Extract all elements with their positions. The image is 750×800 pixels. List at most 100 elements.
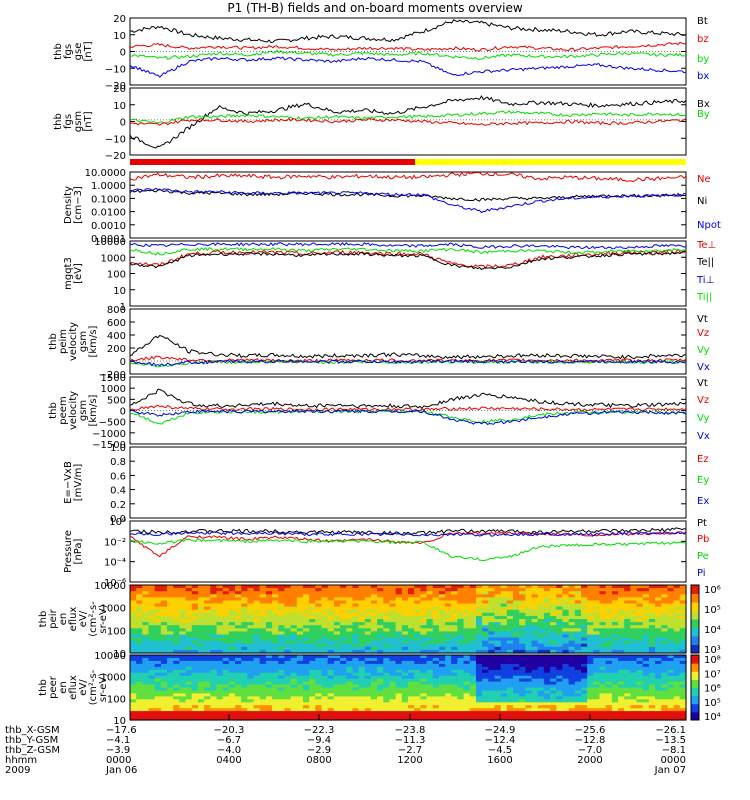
legend-vy: Vy bbox=[697, 345, 710, 356]
ylabel-line: fgs bbox=[63, 114, 74, 129]
ytick-label: 1 bbox=[120, 302, 126, 313]
ylabel-line: (cm²-s- bbox=[88, 601, 99, 637]
series-vt bbox=[129, 334, 687, 360]
series-bt bbox=[129, 19, 687, 44]
panel-frame bbox=[129, 376, 687, 445]
ylabel-line: [nPa] bbox=[73, 538, 84, 564]
legend-ex: Ex bbox=[697, 496, 709, 507]
legend-vt: Vt bbox=[697, 314, 708, 325]
ytick-label: 400 bbox=[107, 331, 126, 342]
series-te⊥ bbox=[129, 248, 687, 270]
ylabel-line: peim bbox=[58, 329, 69, 354]
ylabel-line: thb bbox=[53, 113, 64, 130]
ytick-label: 0.6 bbox=[110, 471, 126, 482]
ylabel-line: fgs bbox=[63, 44, 74, 59]
ytick-label: 10 bbox=[113, 101, 126, 112]
panel-8: Pressure [nPa] bbox=[63, 520, 687, 583]
ylabel-line: velocity bbox=[68, 391, 79, 430]
footer-value: −12.4 bbox=[485, 735, 516, 746]
footer-value: −24.9 bbox=[485, 725, 516, 736]
ytick-label: 10000 bbox=[94, 237, 126, 248]
series-vy bbox=[129, 359, 687, 368]
series-te|| bbox=[129, 250, 687, 271]
panel-frame bbox=[129, 308, 687, 375]
legend-pi: Pi bbox=[697, 568, 706, 579]
ytick-label: 0.0100 bbox=[91, 208, 126, 219]
colorbar bbox=[690, 654, 700, 721]
colorbar-tick: 10⁸ bbox=[704, 655, 721, 666]
ylabel-line: eV/ bbox=[78, 679, 89, 696]
ytick-label: 0.4 bbox=[110, 486, 126, 497]
legend-npot: Npot bbox=[697, 220, 721, 231]
ylabel-line: en bbox=[58, 681, 69, 694]
ylabel-line: gsm bbox=[78, 400, 89, 421]
ytick-label: 1.0000 bbox=[91, 181, 126, 192]
legend-te⊥: Te⊥ bbox=[696, 240, 716, 251]
orbit-bar-yellow bbox=[415, 159, 686, 165]
footer-value: −17.6 bbox=[106, 725, 137, 736]
legend-bz: bz bbox=[697, 34, 709, 45]
legend-by: By bbox=[697, 109, 710, 120]
footer-value: −3.9 bbox=[106, 745, 130, 756]
series-by bbox=[130, 49, 687, 61]
panel-frame bbox=[129, 446, 687, 519]
series-ti|| bbox=[129, 246, 687, 256]
ytick-label: 0.0 bbox=[110, 514, 126, 525]
panel-5: thb peim velocity gsm [km/s] bbox=[48, 308, 687, 375]
panel-7: E=−VxB [mV/m] bbox=[63, 446, 687, 519]
ytick-label: 10⁻² bbox=[104, 537, 126, 548]
legend-vz: Vz bbox=[697, 328, 709, 339]
ylabel-line: Pressure bbox=[63, 530, 74, 573]
panel-frame bbox=[129, 584, 687, 654]
legend-ey: Ey bbox=[697, 475, 709, 486]
footer-label: 2009 bbox=[5, 765, 30, 776]
legend-vz: Vz bbox=[697, 395, 709, 406]
ytick-label: 600 bbox=[107, 318, 126, 329]
ytick-label: 1500 bbox=[101, 373, 126, 384]
footer-value: −12.8 bbox=[575, 735, 606, 746]
colorbar-tick: 10⁵ bbox=[704, 605, 721, 616]
ytick-label: 10 bbox=[113, 649, 126, 660]
ytick-label: 0 bbox=[120, 357, 126, 368]
footer-value: −8.1 bbox=[662, 745, 686, 756]
ytick-label: 0.8 bbox=[110, 457, 126, 468]
ytick-label: 1000 bbox=[101, 384, 126, 395]
ylabel-line: (cm²-s- bbox=[88, 669, 99, 705]
colorbar-tick: 10⁶ bbox=[704, 585, 721, 596]
ytick-label: −1500 bbox=[92, 440, 126, 451]
ytick-label: 20 bbox=[113, 14, 126, 25]
ylabel-line: [nT] bbox=[83, 111, 94, 131]
ylabel-line: gsm bbox=[73, 111, 84, 132]
panel-frame bbox=[129, 17, 687, 86]
panel-frame bbox=[129, 654, 687, 721]
footer-value: −23.8 bbox=[395, 725, 426, 736]
series-pe bbox=[129, 538, 687, 562]
legend-vt: Vt bbox=[697, 378, 708, 389]
ylabel-line: mgqt3 bbox=[63, 257, 74, 290]
panel-2: thb fgs gsm [nT] bbox=[53, 87, 687, 156]
orbit-bar-red bbox=[130, 159, 415, 165]
panel-10: thb peer en eflux eV/(cm²-s-sr-eV) bbox=[38, 654, 700, 721]
ylabel-line: peem bbox=[58, 396, 69, 424]
panel-3: Density [cm−3] bbox=[63, 171, 687, 239]
panel-frame bbox=[129, 171, 687, 239]
ylabel-line: [cm−3] bbox=[73, 186, 84, 224]
footer-value: −2.7 bbox=[398, 745, 422, 756]
ytick-label: 10000 bbox=[94, 651, 126, 662]
footer-value: Jan 07 bbox=[654, 765, 686, 776]
ylabel-line: peir bbox=[48, 608, 59, 628]
footer-value: 0000 bbox=[106, 755, 131, 766]
colorbar-tick: 10³ bbox=[704, 645, 721, 656]
footer-value: −4.0 bbox=[217, 745, 241, 756]
legend-ti||: Ti|| bbox=[696, 292, 712, 303]
footer-value: 0800 bbox=[306, 755, 331, 766]
ytick-label: 1000 bbox=[101, 604, 126, 615]
ytick-label: 10⁻⁶ bbox=[104, 578, 126, 589]
ytick-label: 0 bbox=[120, 118, 126, 129]
ytick-label: 10 bbox=[113, 286, 126, 297]
panel-frame bbox=[129, 520, 687, 583]
ytick-label: 0.1000 bbox=[91, 194, 126, 205]
series-bz bbox=[129, 41, 687, 52]
ytick-label: −500 bbox=[99, 418, 126, 429]
footer-value: −4.5 bbox=[488, 745, 512, 756]
